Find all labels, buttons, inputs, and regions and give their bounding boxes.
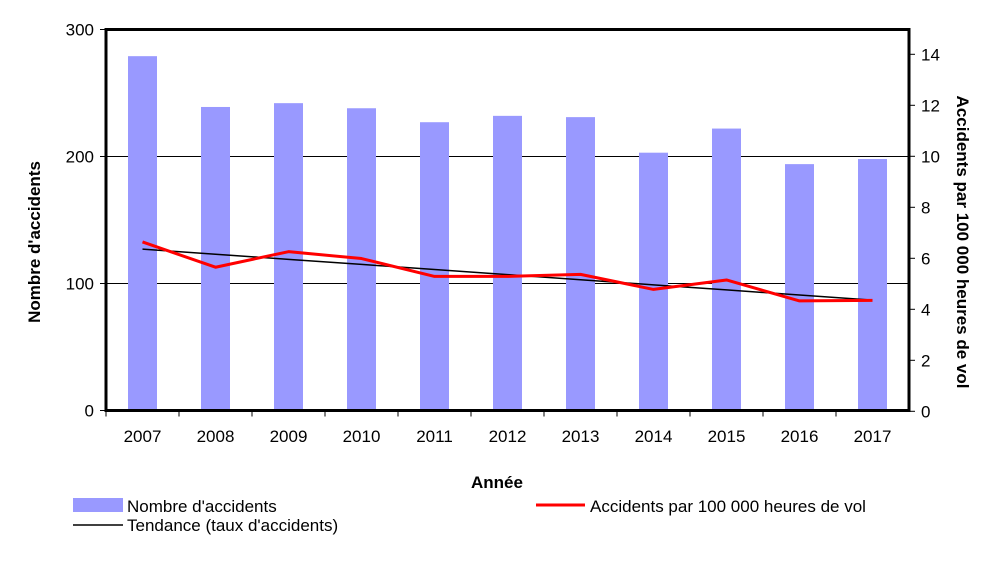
bar: [639, 152, 668, 411]
legend-swatch-bar: [73, 498, 123, 512]
y-tick-label: 100: [66, 275, 94, 294]
bar: [201, 106, 230, 411]
rate-line: [142, 240, 873, 303]
x-tick-label: 2015: [708, 427, 746, 446]
y2-tick-label: 2: [921, 351, 930, 370]
x-tick-label: 2016: [781, 427, 819, 446]
y2-tick-label: 14: [921, 45, 940, 64]
x-tick-label: 2017: [854, 427, 892, 446]
y-tick-label: 200: [66, 148, 94, 167]
bar: [128, 56, 157, 411]
bar: [274, 103, 303, 411]
x-tick-label: 2011: [416, 427, 453, 446]
y2-tick-label: 6: [921, 249, 930, 268]
legend-label-trend: Tendance (taux d'accidents): [127, 516, 338, 535]
x-tick-label: 2007: [124, 427, 162, 446]
y2-tick-label: 4: [921, 300, 930, 319]
y-axis-label: Nombre d'accidents: [25, 161, 44, 323]
y2-tick-label: 8: [921, 198, 930, 217]
y-tick-label: 300: [66, 21, 94, 40]
x-tick-label: 2012: [489, 427, 527, 446]
bar: [785, 164, 814, 411]
legend: Nombre d'accidents Accidents par 100 000…: [73, 497, 866, 535]
legend-label-bar: Nombre d'accidents: [127, 497, 277, 516]
x-tick-label: 2013: [562, 427, 600, 446]
x-tick-label: 2008: [197, 427, 235, 446]
bar: [493, 115, 522, 411]
x-tick-label: 2009: [270, 427, 308, 446]
y2-tick-label: 0: [921, 402, 930, 421]
legend-label-rate: Accidents par 100 000 heures de vol: [590, 497, 866, 516]
y2-tick-label: 10: [921, 147, 940, 166]
bar: [566, 117, 595, 411]
x-tick-label: 2014: [635, 427, 673, 446]
y-tick-label: 0: [85, 402, 94, 421]
y2-tick-label: 12: [921, 96, 940, 115]
x-tick-label: 2010: [343, 427, 381, 446]
bar: [420, 122, 449, 411]
y2-axis-label: Accidents par 100 000 heures de vol: [953, 96, 972, 389]
plot-frame: [104, 28, 911, 412]
x-axis-label: Année: [471, 473, 523, 492]
bar: [712, 128, 741, 411]
bar: [858, 159, 887, 411]
